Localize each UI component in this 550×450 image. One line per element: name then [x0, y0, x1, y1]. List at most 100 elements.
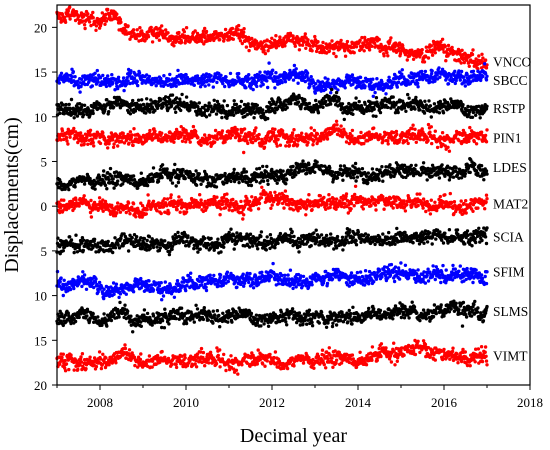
data-point [122, 88, 126, 93]
data-point [242, 27, 246, 31]
data-point [253, 129, 257, 133]
data-point [174, 110, 178, 115]
data-point [313, 170, 317, 174]
data-point [329, 102, 333, 106]
data-point [327, 49, 331, 53]
data-point [68, 17, 72, 21]
data-point [354, 45, 359, 49]
data-point [329, 91, 333, 95]
data-point [146, 35, 151, 39]
data-point [366, 181, 370, 185]
data-point [157, 38, 162, 42]
data-point [275, 134, 279, 138]
data-point [302, 40, 307, 44]
data-point [405, 58, 409, 62]
data-point [184, 73, 188, 77]
data-point [112, 186, 116, 190]
data-point [241, 33, 245, 37]
data-point [247, 77, 251, 81]
data-point [111, 105, 116, 109]
data-point [177, 30, 181, 35]
data-point [97, 196, 102, 200]
data-point [289, 168, 293, 172]
data-point [238, 39, 243, 43]
data-point [73, 185, 77, 189]
data-point [131, 98, 135, 103]
data-point [126, 201, 131, 205]
data-point [77, 204, 81, 208]
data-point [477, 54, 481, 58]
data-point [62, 15, 67, 20]
data-point [116, 75, 121, 80]
data-point [389, 36, 393, 40]
data-point [105, 187, 109, 191]
data-point [119, 20, 123, 24]
data-point [447, 149, 452, 153]
data-point [328, 166, 332, 170]
y-tick-label: 15 [34, 333, 47, 348]
data-point [106, 7, 110, 12]
data-point [145, 73, 149, 77]
data-point [93, 71, 97, 76]
data-point [441, 47, 445, 51]
data-point [100, 11, 105, 15]
data-point [220, 115, 224, 120]
data-point [324, 87, 328, 92]
data-point [262, 145, 267, 149]
data-point [184, 26, 189, 30]
data-point [411, 57, 416, 61]
data-point [89, 215, 94, 219]
data-point [377, 178, 381, 183]
data-point [362, 49, 366, 53]
data-point [283, 80, 288, 84]
data-point [334, 90, 339, 95]
data-point [321, 40, 325, 45]
data-point [69, 97, 74, 102]
data-point [479, 130, 484, 134]
data-point [214, 185, 219, 189]
data-point [293, 170, 297, 174]
data-point [363, 35, 367, 40]
data-point [439, 40, 443, 44]
data-point [460, 48, 464, 52]
data-point [385, 51, 389, 55]
data-point [66, 9, 71, 13]
data-point [92, 144, 96, 148]
data-point [293, 44, 297, 48]
data-point [192, 173, 196, 177]
data-point [249, 183, 254, 188]
data-point [383, 44, 388, 48]
data-point [145, 97, 149, 101]
data-point [386, 142, 390, 146]
data-point [261, 164, 265, 169]
data-point [160, 29, 165, 33]
data-point [129, 69, 133, 73]
data-point [387, 75, 391, 80]
data-point [413, 107, 417, 111]
data-point [99, 20, 104, 24]
data-point [103, 183, 108, 188]
data-point [290, 131, 295, 135]
data-point [433, 51, 437, 55]
series-vnco [55, 5, 489, 71]
data-point [106, 146, 110, 150]
data-point [362, 141, 366, 146]
data-point [418, 108, 422, 112]
data-point [295, 143, 300, 147]
data-point [335, 123, 339, 127]
data-point [90, 84, 95, 88]
data-point [72, 126, 76, 131]
data-point [353, 161, 358, 166]
data-point [222, 99, 226, 103]
data-point [107, 178, 111, 182]
data-point [391, 95, 395, 99]
data-point [194, 183, 199, 187]
data-point [454, 166, 458, 170]
data-point [386, 139, 390, 143]
data-point [284, 144, 288, 148]
data-point [267, 61, 271, 65]
data-point [416, 85, 420, 89]
data-point [411, 123, 415, 127]
